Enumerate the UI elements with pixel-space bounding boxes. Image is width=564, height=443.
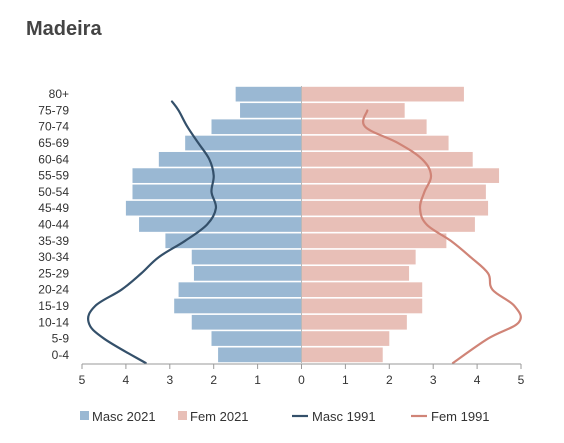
bar-masc-2021-60-64 [158, 151, 302, 167]
y-tick-label-75-79: 75-79 [38, 103, 69, 117]
bar-masc-2021-70-74 [211, 119, 302, 135]
lines-group [87, 100, 522, 365]
legend-item-4: Fem 1991 [411, 409, 490, 424]
legend-item-2: Fem 2021 [178, 409, 249, 424]
bar-fem-2021-60-64 [301, 151, 473, 167]
bar-fem-2021-55-59 [301, 168, 500, 183]
bar-fem-2021-50-54 [301, 184, 486, 200]
x-tick-label: 4 [123, 373, 130, 387]
bar-fem-2021-45-49 [301, 200, 489, 216]
bar-masc-2021-55-59 [132, 168, 302, 183]
bar-masc-2021-50-54 [132, 184, 302, 200]
bar-fem-2021-10-14 [301, 314, 407, 330]
y-tick-label-10-14: 10-14 [38, 315, 69, 329]
bar-masc-2021-25-29 [193, 266, 302, 281]
legend: Masc 2021 Fem 2021 Masc 1991 Fem 1991 [80, 409, 490, 424]
bar-fem-2021-15-19 [301, 298, 423, 314]
y-tick-label-70-74: 70-74 [38, 120, 69, 134]
chart-title: Madeira [26, 18, 102, 40]
y-tick-label-55-59: 55-59 [38, 169, 69, 183]
bar-masc-2021-30-34 [191, 249, 302, 265]
bar-fem-2021-75-79 [301, 103, 405, 118]
y-tick-label-25-29: 25-29 [38, 266, 69, 280]
x-tick-label: 1 [254, 373, 261, 387]
bar-fem-2021-65-69 [301, 135, 449, 151]
bar-fem-2021-35-39 [301, 233, 447, 249]
x-tick-label: 2 [210, 373, 217, 387]
bar-masc-2021-45-49 [125, 200, 302, 216]
legend-swatch [178, 411, 187, 420]
y-tick-label-20-24: 20-24 [38, 283, 69, 297]
x-tick-label: 4 [474, 373, 481, 387]
x-tick-label: 2 [386, 373, 393, 387]
y-tick-label-65-69: 65-69 [38, 136, 69, 150]
bar-masc-2021-75-79 [240, 103, 302, 118]
y-tick-label-30-34: 30-34 [38, 250, 69, 264]
x-tick-label: 3 [430, 373, 437, 387]
bar-fem-2021-80+ [301, 86, 464, 102]
legend-label: Masc 2021 [92, 409, 156, 424]
x-tick-label: 1 [342, 373, 349, 387]
bar-fem-2021-20-24 [301, 282, 423, 298]
legend-label: Fem 2021 [190, 409, 249, 424]
bar-masc-2021-65-69 [185, 135, 302, 151]
bar-masc-2021-0-4 [218, 347, 302, 363]
line-masc-1991 [87, 100, 218, 365]
y-axis-labels: 0-4 5-9 10-14 15-19 20-24 25-29 30-34 35-39 40-4… [38, 87, 69, 362]
legend-item-1: Masc 2021 [80, 409, 156, 424]
legend-label: Masc 1991 [312, 409, 376, 424]
y-tick-label-0-4: 0-4 [52, 348, 70, 362]
legend-label: Fem 1991 [431, 409, 490, 424]
bar-masc-2021-80+ [235, 86, 302, 102]
legend-swatch [80, 411, 89, 420]
x-tick-label: 5 [518, 373, 525, 387]
legend-item-3: Masc 1991 [292, 409, 376, 424]
bar-fem-2021-25-29 [301, 266, 410, 281]
bar-fem-2021-40-44 [301, 217, 475, 232]
y-tick-label-60-64: 60-64 [38, 152, 69, 166]
x-tick-label: 5 [79, 373, 86, 387]
bar-masc-2021-5-9 [211, 331, 302, 346]
bar-masc-2021-20-24 [178, 282, 302, 298]
bar-masc-2021-40-44 [139, 217, 302, 232]
x-axis: 5 4 3 2 1 0 1 2 3 4 5 [79, 363, 525, 387]
bar-masc-2021-35-39 [165, 233, 302, 249]
y-tick-label-40-44: 40-44 [38, 218, 69, 232]
x-tick-label: 3 [166, 373, 173, 387]
bar-fem-2021-30-34 [301, 249, 416, 265]
y-tick-label-45-49: 45-49 [38, 201, 69, 215]
y-tick-label-5-9: 5-9 [52, 332, 70, 346]
bar-fem-2021-0-4 [301, 347, 383, 363]
bar-masc-2021-10-14 [191, 314, 302, 330]
y-tick-label-50-54: 50-54 [38, 185, 69, 199]
x-tick-label: 0 [298, 373, 305, 387]
line-fem-1991 [362, 109, 522, 365]
bars-group [125, 86, 500, 363]
y-tick-label-15-19: 15-19 [38, 299, 69, 313]
bar-fem-2021-5-9 [301, 331, 390, 346]
bar-masc-2021-15-19 [174, 298, 302, 314]
y-tick-label-80+: 80+ [49, 87, 69, 101]
y-tick-label-35-39: 35-39 [38, 234, 69, 248]
